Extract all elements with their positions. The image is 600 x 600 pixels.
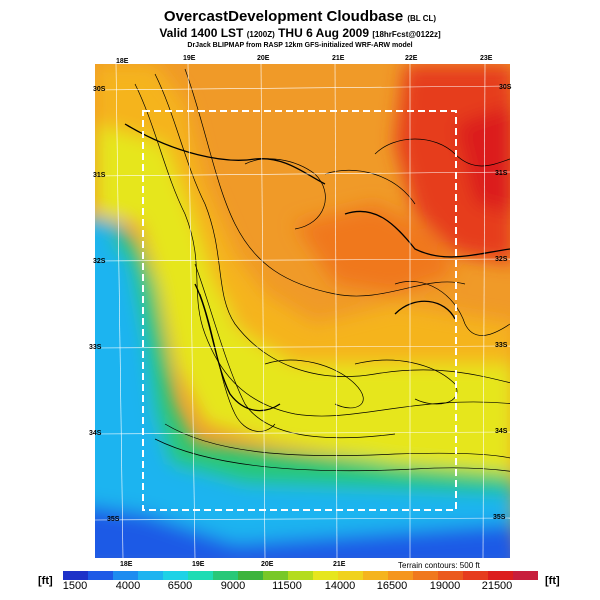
- colorbar-swatch: [513, 571, 538, 580]
- map-title-suffix: (BL CL): [407, 14, 437, 23]
- right-lat-tick-32s: 32S: [495, 256, 508, 263]
- colorbar-label: 19000: [429, 580, 461, 592]
- left-lat-tick-32s: 32S: [93, 258, 106, 265]
- top-lon-tick-19e: 19E: [183, 55, 196, 62]
- terrain-contour-note: Terrain contours: 500 ft: [398, 561, 480, 570]
- colorbar-label: 6500: [167, 580, 193, 592]
- right-lat-tick-30s: 30S: [499, 84, 512, 91]
- top-lon-tick-21e: 21E: [332, 55, 345, 62]
- bottom-lon-tick-20e: 20E: [261, 561, 274, 568]
- colorbar-unit-left: [ft]: [38, 575, 53, 587]
- left-lat-tick-30s: 30S: [93, 86, 106, 93]
- colorbar-swatch: [138, 571, 164, 580]
- colorbar-swatch: [388, 571, 414, 580]
- colorbar-swatch: [413, 571, 439, 580]
- colorbar-swatch: [363, 571, 389, 580]
- cloudbase-field: [95, 64, 510, 558]
- bottom-lon-tick-18e: 18E: [120, 561, 133, 568]
- colorbar-swatch: [213, 571, 239, 580]
- left-lat-tick-31s: 31S: [93, 172, 106, 179]
- right-lat-tick-34s: 34S: [495, 428, 508, 435]
- forecast-run: [18hrFcst@0122z]: [372, 30, 441, 39]
- left-lat-tick-33s: 33S: [89, 344, 102, 351]
- model-credit: DrJack BLIPMAP from RASP 12km GFS-initia…: [187, 42, 413, 49]
- colorbar-label: 16500: [376, 580, 408, 592]
- bottom-lon-tick-21e: 21E: [333, 561, 346, 568]
- right-lat-tick-31s: 31S: [495, 170, 508, 177]
- inner-domain-boundary: [142, 110, 457, 511]
- colorbar-swatch: [113, 571, 139, 580]
- top-lon-tick-23e: 23E: [480, 55, 493, 62]
- right-lat-tick-33s: 33S: [495, 342, 508, 349]
- colorbar-unit-right: [ft]: [545, 575, 560, 587]
- colorbar-swatch: [438, 571, 464, 580]
- colorbar-swatch: [63, 571, 89, 580]
- colorbar-swatch: [313, 571, 339, 580]
- colorbar-swatch: [238, 571, 264, 580]
- colorbar-label: 1500: [62, 580, 88, 592]
- cloudbase-contours: [124, 123, 510, 412]
- bottom-lon-tick-19e: 19E: [192, 561, 205, 568]
- top-lon-tick-20e: 20E: [257, 55, 270, 62]
- colorbar-swatch: [163, 571, 189, 580]
- colorbar-label: 4000: [115, 580, 141, 592]
- colorbar-swatch: [488, 571, 514, 580]
- valid-date: THU 6 Aug 2009: [278, 26, 370, 40]
- colorbar-label: 21500: [481, 580, 513, 592]
- cloudbase-map: [95, 64, 510, 558]
- top-lon-tick-18e: 18E: [116, 58, 129, 65]
- colorbar-swatch: [188, 571, 214, 580]
- colorbar-label: 11500: [272, 580, 302, 592]
- right-lat-tick-35s: 35S: [493, 514, 506, 521]
- colorbar-swatch: [263, 571, 289, 580]
- colorbar: [63, 571, 538, 580]
- map-title-text: OvercastDevelopment Cloudbase: [163, 8, 404, 25]
- valid-time-line: Valid 1400 LST (1200Z) THU 6 Aug 2009 [1…: [0, 26, 600, 40]
- colorbar-label: 14000: [324, 580, 356, 592]
- left-lat-tick-35s: 35S: [107, 516, 120, 523]
- colorbar-swatch: [288, 571, 314, 580]
- graticule: [95, 64, 510, 558]
- top-lon-tick-22e: 22E: [405, 55, 418, 62]
- colorbar-swatch: [338, 571, 364, 580]
- colorbar-label: 9000: [220, 580, 246, 592]
- valid-time-utc: (1200Z): [246, 30, 275, 39]
- left-lat-tick-34s: 34S: [89, 430, 102, 437]
- valid-time: Valid 1400 LST: [159, 26, 244, 40]
- colorbar-swatch: [463, 571, 489, 580]
- map-title: OvercastDevelopment Cloudbase (BL CL): [0, 8, 600, 25]
- colorbar-swatch: [88, 571, 114, 580]
